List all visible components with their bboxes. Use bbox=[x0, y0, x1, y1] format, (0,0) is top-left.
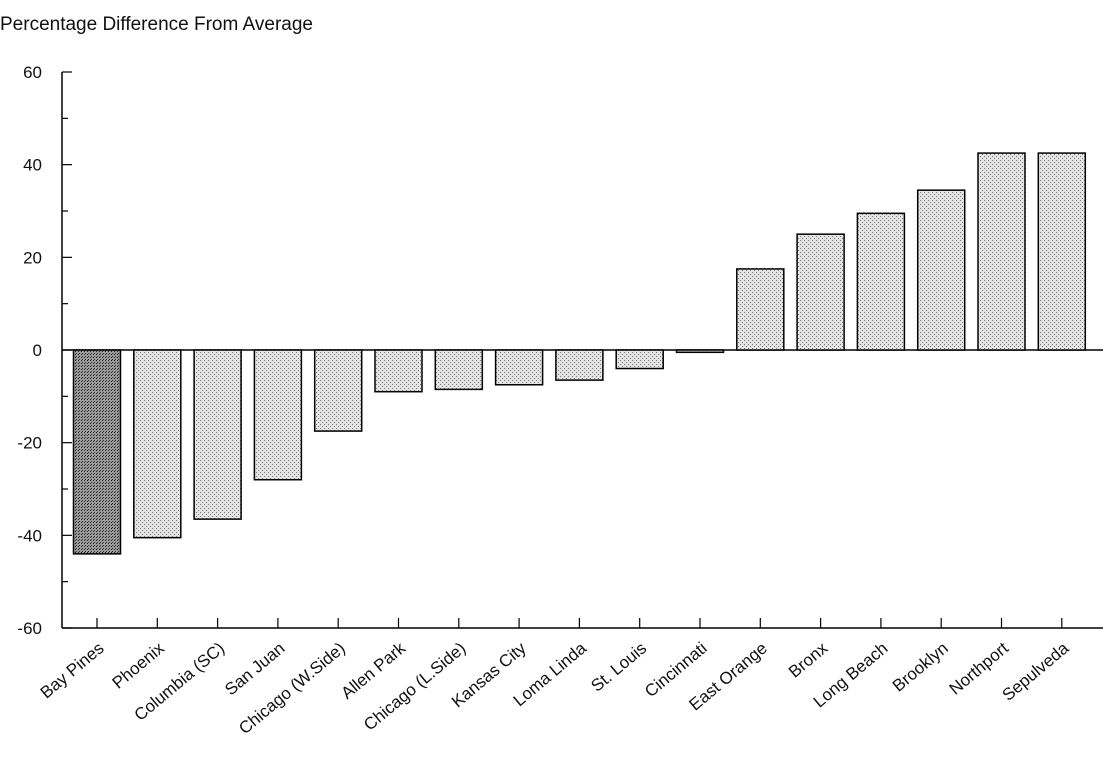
bar-st-louis bbox=[615, 349, 664, 370]
bar-chicago-w-side bbox=[313, 349, 363, 432]
y-tick-label: 20 bbox=[23, 248, 42, 267]
bar-brooklyn bbox=[916, 189, 966, 351]
bar-long-beach bbox=[856, 212, 906, 351]
bar-columbia-sc bbox=[193, 349, 242, 520]
x-tick-label: Bronx bbox=[785, 638, 832, 681]
y-tick-label: -20 bbox=[17, 434, 42, 453]
y-tick-label: -60 bbox=[17, 619, 42, 638]
x-tick-label: Chicago (W.Side) bbox=[235, 639, 349, 739]
bar-allen-park bbox=[374, 349, 423, 393]
x-tick-label: Chicago (L.Side) bbox=[360, 639, 469, 735]
bar-cincinnati bbox=[675, 349, 725, 354]
y-tick-label: -40 bbox=[17, 526, 42, 545]
bar-sepulveda bbox=[1037, 152, 1087, 351]
bar-phoenix bbox=[133, 349, 182, 539]
y-tick-label: 60 bbox=[23, 63, 42, 82]
x-tick-label: Phoenix bbox=[109, 638, 169, 692]
bar-east-orange bbox=[736, 268, 785, 351]
y-tick-label: 0 bbox=[33, 341, 42, 360]
bar-san-juan bbox=[253, 349, 303, 481]
x-tick-label: Bay Pines bbox=[37, 639, 108, 703]
bar-bronx bbox=[796, 233, 845, 351]
bar-northport bbox=[977, 152, 1026, 351]
y-tick-label: 40 bbox=[23, 156, 42, 175]
bar-kansas-city bbox=[494, 349, 544, 386]
chart-title: Percentage Difference From Average bbox=[0, 14, 313, 35]
bar-bay-pines bbox=[72, 349, 122, 555]
bar-loma-linda bbox=[555, 349, 604, 381]
x-tick-label: Sepulveda bbox=[999, 638, 1073, 705]
x-tick-label: Brooklyn bbox=[889, 639, 952, 696]
bar-chicago-l-side bbox=[434, 349, 484, 391]
